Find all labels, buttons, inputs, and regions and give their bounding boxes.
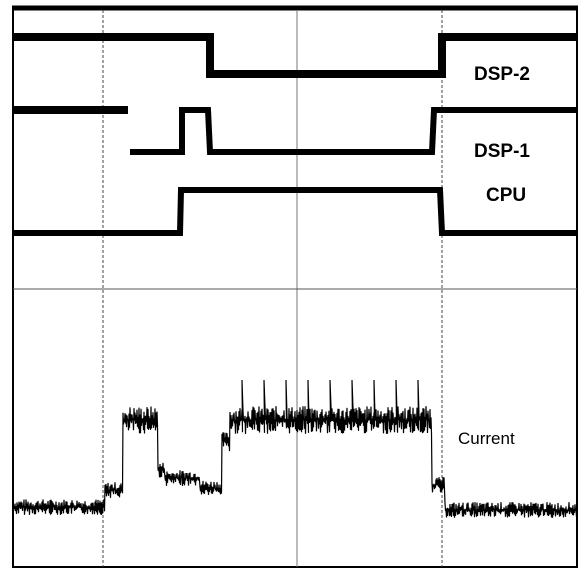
current-label: Current	[458, 429, 515, 448]
screen-frame	[13, 8, 577, 567]
dsp2-label: DSP-2	[474, 64, 530, 85]
scope-screen: DSP-2 DSP-1 CPU Current	[0, 0, 578, 568]
cpu-label: CPU	[486, 185, 526, 206]
page: DSP-2 DSP-1 CPU Current (() => { const d…	[0, 0, 578, 568]
dsp1-label: DSP-1	[474, 141, 530, 162]
